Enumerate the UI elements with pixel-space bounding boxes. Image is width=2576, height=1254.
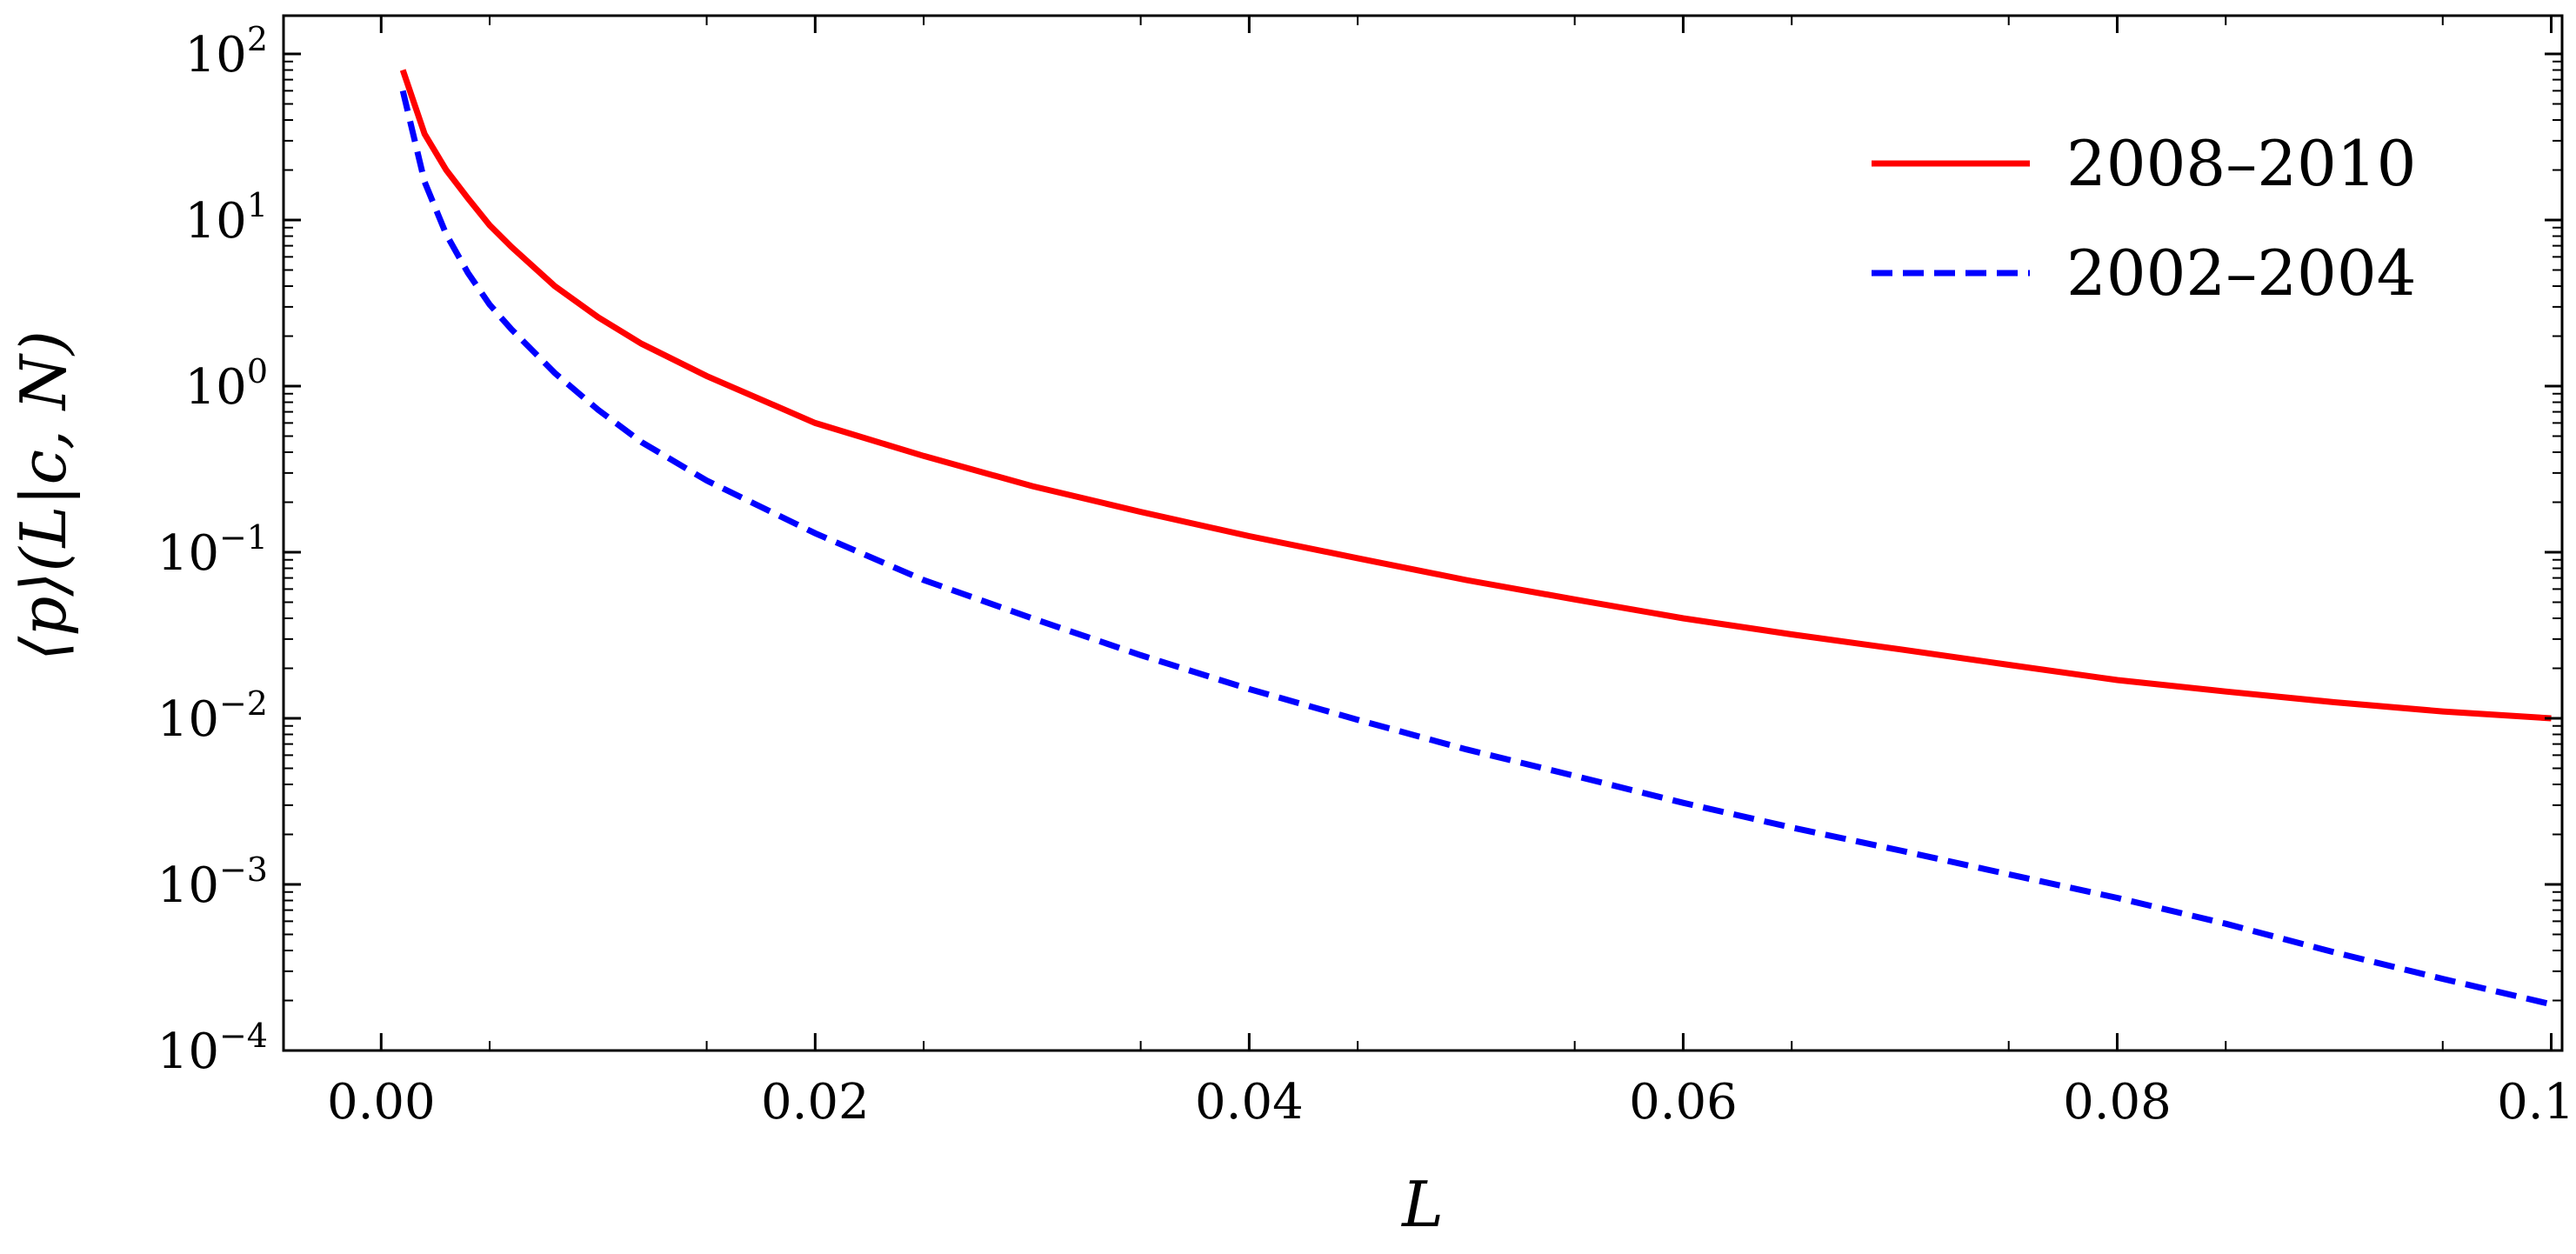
x-tick-label: 0.00 xyxy=(327,1074,436,1131)
axes-frame xyxy=(282,14,2564,1052)
y-tick-label: 10−4 xyxy=(157,1017,268,1080)
y-tick-label: 101 xyxy=(185,186,268,250)
tick-labels: 0.00 0.02 0.04 0.06 0.08 0.10 102 101 100 10−1 10−… xyxy=(157,20,2576,1131)
axis-ticks xyxy=(284,16,2562,1052)
x-axis-label: L xyxy=(1400,1168,1444,1241)
legend-label-1: 2008–2010 xyxy=(2066,127,2416,200)
y-tick-label: 10−1 xyxy=(157,518,268,582)
series-line-1 xyxy=(399,69,2552,722)
y-axis-label: ⟨p⟩(L|c, N) xyxy=(7,330,80,661)
y-tick-label: 100 xyxy=(185,352,268,416)
x-tick-label: 0.02 xyxy=(761,1074,870,1131)
x-tick-label: 0.06 xyxy=(1629,1074,1738,1131)
x-tick-label: 0.10 xyxy=(2497,1074,2576,1131)
y-tick-label: 10−2 xyxy=(157,684,268,748)
plot-area xyxy=(399,69,2553,1008)
y-tick-label: 102 xyxy=(185,20,268,83)
legend-label-2: 2002–2004 xyxy=(2066,237,2416,310)
x-tick-label: 0.04 xyxy=(1195,1074,1304,1131)
x-tick-label: 0.08 xyxy=(2063,1074,2172,1131)
legend: 2008–2010 2002–2004 xyxy=(1872,127,2416,310)
series-line-2 xyxy=(399,90,2553,1008)
y-tick-label: 10−3 xyxy=(157,850,268,914)
